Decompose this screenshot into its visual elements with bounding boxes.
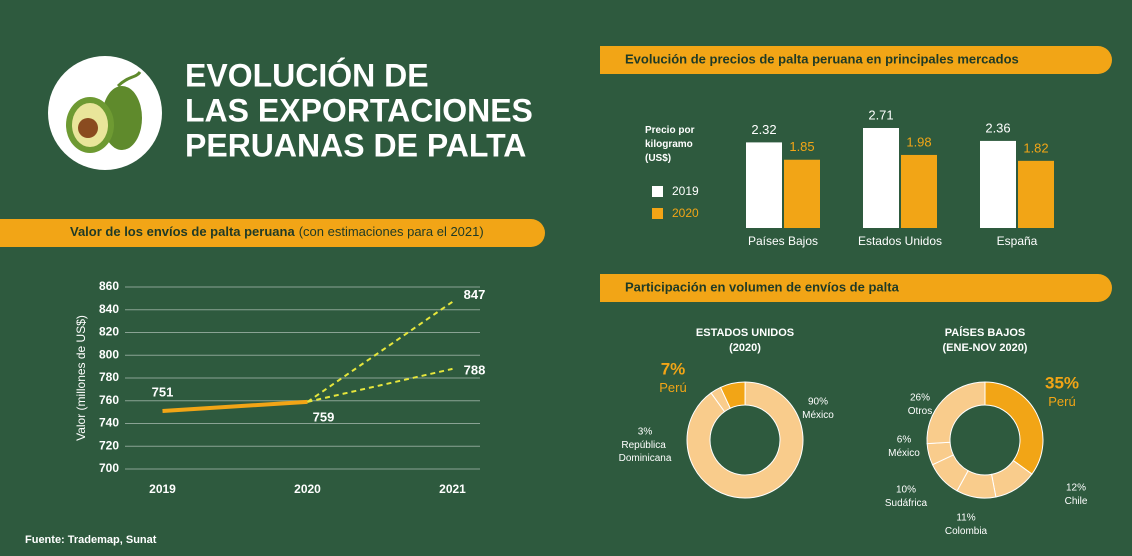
- slice-name-label: Perú: [1048, 394, 1075, 409]
- pie-subtitle: (2020): [729, 342, 761, 354]
- data-label: 2.32: [751, 122, 776, 137]
- slice-value-label: 90%: [808, 397, 828, 408]
- slice-name-label: Otros: [908, 406, 932, 417]
- data-label: 751: [152, 384, 174, 399]
- bar: [746, 142, 782, 228]
- x-tick-label: 2020: [294, 482, 321, 496]
- data-label: 788: [464, 362, 486, 377]
- line-series: [162, 399, 308, 413]
- header-bar: [600, 46, 1112, 74]
- donut-slice: [984, 381, 1044, 475]
- y-tick-label: 740: [99, 416, 119, 430]
- bar: [1018, 160, 1054, 228]
- chart-title: Valor de los envíos de palta peruana: [70, 224, 295, 239]
- x-tick-label: 2019: [149, 482, 176, 496]
- bar: [980, 140, 1016, 228]
- slice-name-label: México: [802, 410, 834, 421]
- slice-name-label: Colombia: [945, 526, 988, 537]
- x-tick-label: 2021: [439, 482, 466, 496]
- pie-title: PAÍSES BAJOS: [945, 326, 1026, 339]
- y-tick-label: 700: [99, 461, 119, 475]
- slice-value-label: 12%: [1066, 483, 1086, 494]
- chart-subtitle: (con estimaciones para el 2021): [299, 224, 484, 239]
- main-title: LAS EXPORTACIONES: [185, 92, 533, 128]
- y-tick-label: 860: [99, 279, 119, 293]
- main-title: PERUANAS DE PALTA: [185, 127, 526, 163]
- legend-swatch: [652, 186, 663, 197]
- slice-name-label: Sudáfrica: [885, 498, 928, 509]
- y-tick-label: 780: [99, 370, 119, 384]
- slice-value-label: 11%: [956, 513, 975, 524]
- chart-title: Valor de los envíos de palta peruana (con…: [70, 224, 484, 239]
- slice-value-label: 3%: [638, 427, 653, 438]
- chart-title: Evolución de precios de palta peruana en…: [625, 51, 1019, 66]
- y-tick-label: 720: [99, 438, 119, 452]
- y-axis-label: Valor (millones de US$): [74, 315, 88, 441]
- slice-value-label: 10%: [896, 485, 916, 496]
- x-tick-label: Países Bajos: [748, 234, 818, 248]
- data-label: 1.98: [906, 134, 931, 149]
- legend-label: 2020: [672, 206, 699, 220]
- source: Fuente: Trademap, Sunat: [25, 534, 157, 546]
- donut-slice: [710, 386, 731, 413]
- x-tick-label: Estados Unidos: [858, 234, 942, 248]
- data-label: 2.36: [985, 120, 1010, 135]
- slice-value-label: 7%: [661, 359, 686, 378]
- chart-heading: Participación en volumen de envíos de pa…: [625, 279, 900, 294]
- pie-subtitle: (ENE-NOV 2020): [943, 342, 1028, 354]
- avocado-icon: [48, 56, 162, 170]
- donut-slice: [926, 381, 986, 445]
- data-label: 1.85: [789, 139, 814, 154]
- line-series: [307, 367, 453, 403]
- data-label: 2.71: [868, 107, 893, 122]
- line-series: [306, 300, 454, 403]
- legend-swatch: [652, 208, 663, 219]
- y-tick-label: 800: [99, 347, 119, 361]
- slice-value-label: 6%: [897, 435, 912, 446]
- slice-name-label: República Dominicana: [619, 440, 672, 464]
- legend-label: 2019: [672, 184, 699, 198]
- slice-name-label: Perú: [659, 380, 686, 395]
- main-title: EVOLUCIÓN DE: [185, 57, 429, 93]
- data-label: 759: [313, 409, 335, 424]
- y-tick-label: 820: [99, 325, 119, 339]
- y-axis-label: Precio por kilogramo (US$): [645, 125, 697, 164]
- header-bar: [0, 219, 545, 247]
- bar: [784, 159, 820, 228]
- donut-slice: [686, 381, 804, 499]
- slice-value-label: 26%: [910, 393, 930, 404]
- slice-name-label: Chile: [1065, 496, 1088, 507]
- slice-name-label: México: [888, 448, 920, 459]
- y-tick-label: 760: [99, 393, 119, 407]
- slice-value-label: 35%: [1045, 373, 1079, 392]
- data-label: 847: [464, 287, 486, 302]
- bar: [863, 128, 899, 228]
- data-label: 1.82: [1023, 140, 1048, 155]
- pie-title: ESTADOS UNIDOS: [696, 327, 794, 339]
- y-tick-label: 840: [99, 302, 119, 316]
- bar: [901, 154, 937, 228]
- x-tick-label: España: [997, 234, 1038, 248]
- header-bar: [600, 274, 1112, 302]
